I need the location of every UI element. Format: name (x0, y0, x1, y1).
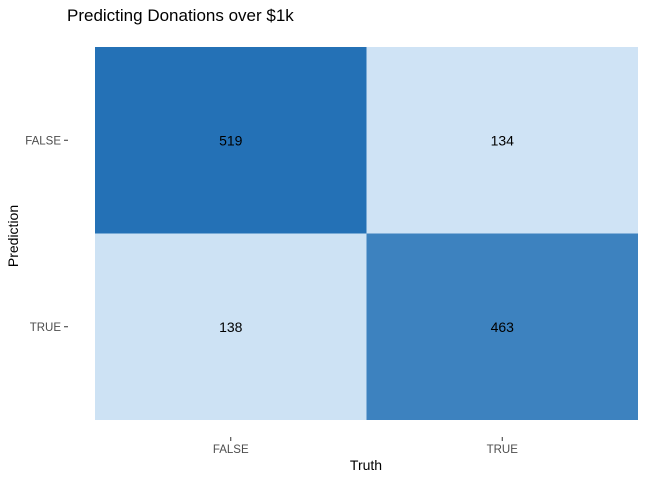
y-tick-label: TRUE (30, 322, 62, 334)
heatmap-cell-truth-false-pred-false (95, 47, 367, 234)
x-axis-title: Truth (350, 457, 382, 473)
heatmap-cells (95, 47, 638, 420)
cell-value-label: 138 (219, 319, 243, 335)
cell-value-label: 463 (491, 319, 515, 335)
x-axis: FALSE TRUE (213, 437, 518, 456)
cell-value-label: 519 (219, 132, 243, 148)
chart-title: Predicting Donations over $1k (67, 6, 294, 25)
y-tick-label: FALSE (25, 135, 61, 147)
heatmap-cell-truth-true-pred-false (366, 47, 638, 234)
x-tick-label: FALSE (213, 444, 249, 456)
cell-value-labels: 519 134 138 463 (219, 132, 514, 335)
y-axis: FALSE TRUE (25, 135, 68, 334)
y-axis-title: Prediction (5, 205, 21, 267)
heatmap-cell-truth-true-pred-true (366, 233, 638, 420)
cell-value-label: 134 (491, 132, 515, 148)
x-tick-label: TRUE (487, 444, 519, 456)
heatmap-cell-truth-false-pred-true (95, 233, 367, 420)
